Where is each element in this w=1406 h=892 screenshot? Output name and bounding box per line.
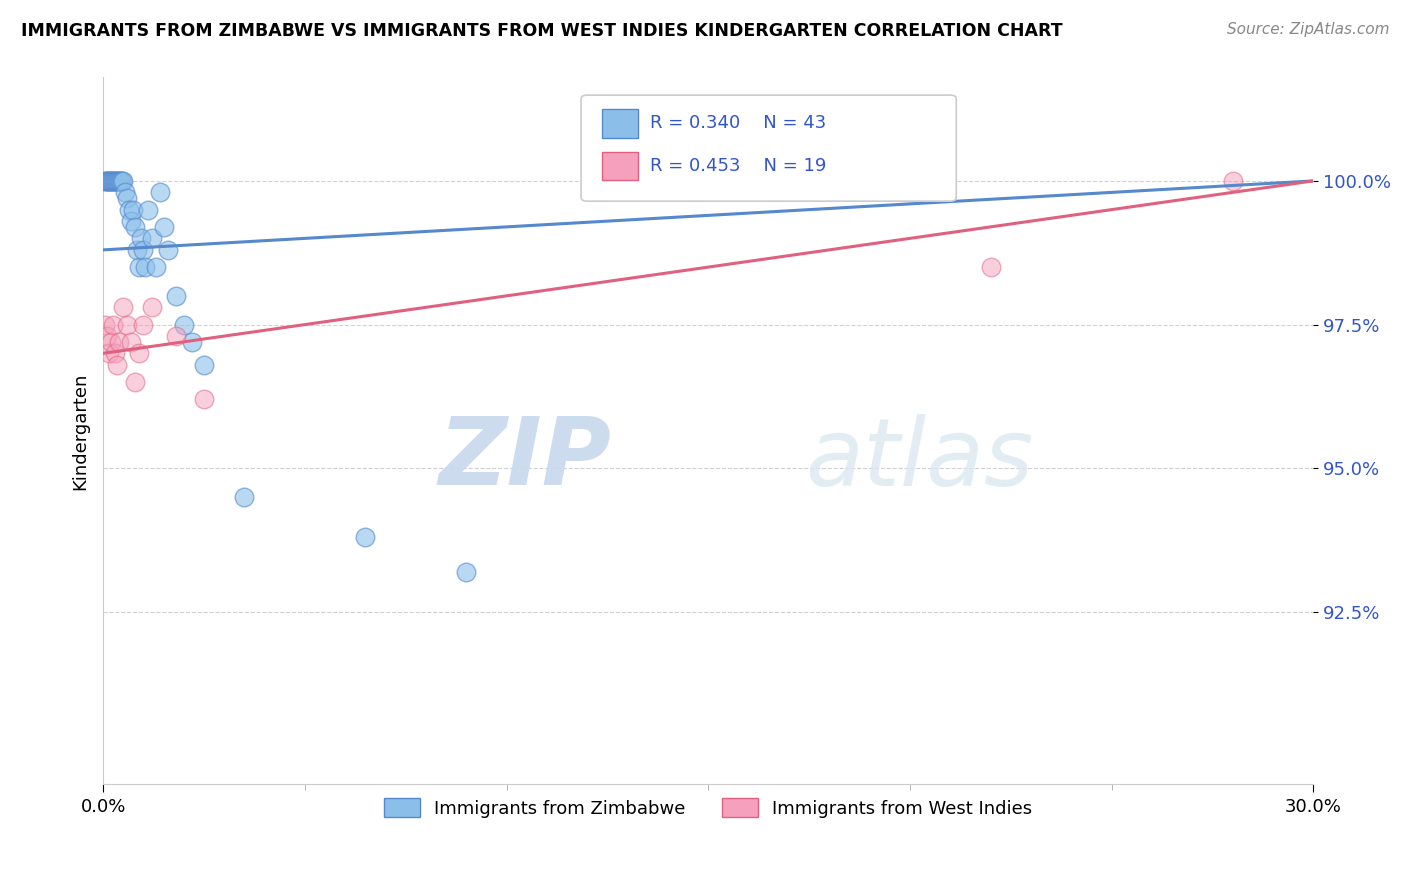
Point bbox=[134, 260, 156, 274]
Point bbox=[165, 289, 187, 303]
Point bbox=[117, 191, 139, 205]
Point bbox=[96, 174, 118, 188]
Point bbox=[110, 174, 132, 188]
Point bbox=[100, 334, 122, 349]
Legend: Immigrants from Zimbabwe, Immigrants from West Indies: Immigrants from Zimbabwe, Immigrants fro… bbox=[377, 791, 1040, 825]
Point bbox=[354, 530, 377, 544]
Point bbox=[1222, 174, 1244, 188]
Point bbox=[105, 358, 128, 372]
Point bbox=[131, 231, 153, 245]
Point bbox=[124, 375, 146, 389]
Point bbox=[193, 358, 215, 372]
Point bbox=[104, 346, 127, 360]
Point bbox=[117, 318, 139, 332]
Text: ZIP: ZIP bbox=[439, 413, 612, 505]
Point bbox=[193, 392, 215, 407]
Point bbox=[128, 346, 150, 360]
Point bbox=[145, 260, 167, 274]
Point bbox=[103, 174, 125, 188]
Point bbox=[120, 214, 142, 228]
Text: R = 0.340    N = 43: R = 0.340 N = 43 bbox=[650, 114, 827, 132]
Text: atlas: atlas bbox=[806, 414, 1033, 505]
Point bbox=[98, 346, 121, 360]
FancyBboxPatch shape bbox=[602, 152, 638, 180]
Point bbox=[120, 334, 142, 349]
Point bbox=[107, 174, 129, 188]
Text: IMMIGRANTS FROM ZIMBABWE VS IMMIGRANTS FROM WEST INDIES KINDERGARTEN CORRELATION: IMMIGRANTS FROM ZIMBABWE VS IMMIGRANTS F… bbox=[21, 22, 1063, 40]
Point bbox=[100, 174, 122, 188]
Y-axis label: Kindergarten: Kindergarten bbox=[72, 372, 89, 490]
Point bbox=[108, 334, 131, 349]
Point bbox=[128, 260, 150, 274]
Point bbox=[136, 202, 159, 217]
Point bbox=[104, 174, 127, 188]
Point bbox=[108, 174, 131, 188]
Text: Source: ZipAtlas.com: Source: ZipAtlas.com bbox=[1226, 22, 1389, 37]
Point bbox=[101, 174, 124, 188]
Point bbox=[980, 260, 1002, 274]
Point bbox=[94, 174, 117, 188]
Point bbox=[96, 174, 118, 188]
Point bbox=[108, 174, 131, 188]
Point bbox=[103, 318, 125, 332]
Point bbox=[156, 243, 179, 257]
FancyBboxPatch shape bbox=[581, 95, 956, 202]
Point bbox=[149, 186, 172, 200]
Point bbox=[112, 301, 135, 315]
Point bbox=[141, 301, 163, 315]
Point bbox=[97, 174, 120, 188]
Point bbox=[456, 565, 478, 579]
Point bbox=[124, 219, 146, 234]
Point bbox=[152, 219, 174, 234]
Point bbox=[180, 334, 202, 349]
FancyBboxPatch shape bbox=[602, 109, 638, 137]
Point bbox=[127, 243, 149, 257]
Point bbox=[132, 243, 155, 257]
Point bbox=[105, 174, 128, 188]
Point bbox=[114, 186, 136, 200]
Point bbox=[165, 329, 187, 343]
Point bbox=[94, 318, 117, 332]
Point bbox=[122, 202, 145, 217]
Point bbox=[105, 174, 128, 188]
Point bbox=[100, 174, 122, 188]
Text: R = 0.453    N = 19: R = 0.453 N = 19 bbox=[650, 157, 827, 175]
Point bbox=[111, 174, 134, 188]
Point bbox=[103, 174, 125, 188]
Point bbox=[173, 318, 195, 332]
Point bbox=[233, 490, 256, 504]
Point bbox=[118, 202, 141, 217]
Point bbox=[132, 318, 155, 332]
Point bbox=[112, 174, 135, 188]
Point bbox=[96, 329, 118, 343]
Point bbox=[141, 231, 163, 245]
Point bbox=[98, 174, 121, 188]
